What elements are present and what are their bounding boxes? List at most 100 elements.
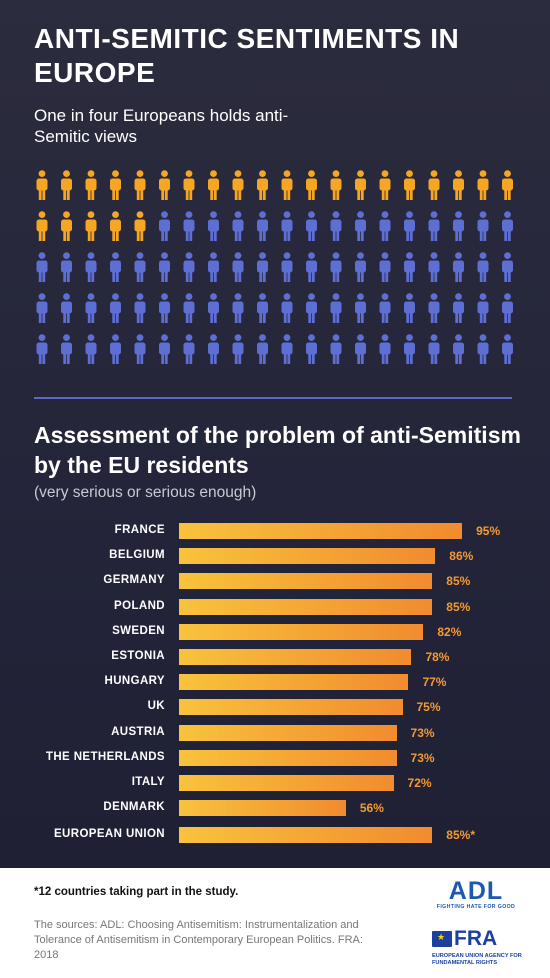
person-icon bbox=[477, 170, 489, 200]
person-icon bbox=[306, 293, 317, 323]
person-icon bbox=[428, 252, 440, 282]
chart-row: SWEDEN 82% bbox=[0, 623, 550, 641]
person-icon bbox=[379, 211, 391, 241]
category-label: AUSTRIA bbox=[111, 725, 165, 738]
person-icon bbox=[183, 252, 195, 282]
category-label: GERMANY bbox=[103, 574, 165, 587]
bar bbox=[179, 775, 394, 791]
value-label: 86% bbox=[449, 549, 474, 564]
person-icon bbox=[208, 170, 219, 200]
person-icon bbox=[281, 252, 293, 282]
person-icon bbox=[208, 211, 219, 241]
person-icon bbox=[355, 334, 366, 364]
people-pictogram bbox=[36, 170, 513, 364]
person-icon bbox=[428, 293, 440, 323]
category-label: UK bbox=[147, 700, 165, 713]
person-icon bbox=[453, 211, 464, 241]
chart-subtitle: (very serious or serious enough) bbox=[34, 484, 257, 501]
bar bbox=[179, 800, 346, 817]
person-icon bbox=[404, 170, 415, 200]
person-icon bbox=[61, 293, 72, 323]
person-icon bbox=[159, 252, 170, 282]
chart-row: THE NETHERLANDS 73% bbox=[0, 749, 550, 767]
person-icon bbox=[134, 293, 146, 323]
category-label: ESTONIA bbox=[111, 650, 165, 662]
chart-row: DENMARK 56% bbox=[0, 799, 550, 817]
person-icon bbox=[208, 252, 219, 282]
person-icon bbox=[159, 293, 170, 323]
value-label: 85%* bbox=[446, 828, 475, 843]
person-icon bbox=[477, 252, 489, 282]
person-icon bbox=[232, 170, 244, 200]
person-icon bbox=[330, 252, 342, 282]
person-icon bbox=[36, 211, 48, 241]
person-icon bbox=[232, 252, 244, 282]
bar bbox=[179, 749, 397, 766]
chart-row: AUSTRIA 73% bbox=[0, 724, 550, 742]
person-icon bbox=[36, 334, 48, 364]
person-icon bbox=[379, 252, 391, 282]
person-icon bbox=[85, 293, 97, 323]
person-icon bbox=[110, 334, 121, 364]
person-icon bbox=[355, 252, 366, 282]
person-icon bbox=[477, 211, 489, 241]
footnote: *12 countries taking part in the study. bbox=[34, 886, 239, 898]
person-icon bbox=[404, 252, 415, 282]
adl-wordmark: ADL bbox=[448, 877, 504, 905]
infographic-background bbox=[0, 0, 550, 868]
person-icon bbox=[379, 293, 391, 323]
value-label: 73% bbox=[410, 725, 435, 740]
person-icon bbox=[134, 334, 146, 364]
person-icon bbox=[183, 170, 195, 200]
person-icon bbox=[110, 170, 121, 200]
bar bbox=[179, 623, 424, 640]
person-icon bbox=[330, 293, 342, 323]
person-icon bbox=[428, 170, 440, 200]
value-label: 56% bbox=[359, 801, 384, 816]
person-icon bbox=[85, 252, 97, 282]
sources-text: The sources: ADL: Choosing Antisemitism:… bbox=[34, 919, 363, 961]
person-icon bbox=[85, 334, 97, 364]
person-icon bbox=[110, 211, 121, 241]
person-icon bbox=[453, 170, 464, 200]
section-divider bbox=[34, 397, 512, 399]
person-icon bbox=[134, 252, 146, 282]
person-icon bbox=[232, 211, 244, 241]
bar bbox=[179, 598, 433, 615]
person-icon bbox=[428, 334, 440, 364]
value-label: 77% bbox=[422, 675, 447, 690]
person-icon bbox=[404, 334, 415, 364]
chart-row: EUROPEAN UNION 85%* bbox=[0, 826, 550, 844]
value-label: 85% bbox=[446, 599, 471, 614]
person-icon bbox=[36, 252, 48, 282]
person-icon bbox=[208, 334, 219, 364]
bar bbox=[179, 548, 436, 565]
fra-logo: FRA EUROPEAN UNION AGENCY FOR FUNDAMENTA… bbox=[432, 927, 522, 966]
adl-logo: ADL FIGHTING HATE FOR GOOD bbox=[436, 878, 516, 910]
bar bbox=[179, 699, 403, 716]
person-icon bbox=[110, 293, 121, 323]
person-icon bbox=[257, 334, 268, 364]
category-label: EUROPEAN UNION bbox=[53, 828, 165, 841]
person-icon bbox=[110, 252, 121, 282]
bar bbox=[179, 724, 397, 741]
person-icon bbox=[232, 334, 244, 364]
person-icon bbox=[281, 170, 293, 200]
person-icon bbox=[85, 211, 97, 241]
chart-row: ITALY 72% bbox=[0, 774, 550, 792]
person-icon bbox=[134, 211, 146, 241]
person-icon bbox=[281, 293, 293, 323]
category-label: DENMARK bbox=[103, 801, 165, 814]
person-icon bbox=[36, 293, 48, 323]
person-icon bbox=[453, 334, 464, 364]
person-icon bbox=[404, 211, 415, 241]
chart-row: BELGIUM 86% bbox=[0, 547, 550, 565]
value-label: 95% bbox=[476, 524, 501, 538]
chart-row: UK 75% bbox=[0, 698, 550, 716]
person-icon bbox=[208, 293, 219, 323]
person-icon bbox=[502, 211, 513, 241]
category-label: HUNGARY bbox=[104, 675, 165, 688]
chart-row: POLAND 85% bbox=[0, 598, 550, 616]
person-icon bbox=[257, 293, 268, 323]
bar bbox=[179, 523, 463, 539]
